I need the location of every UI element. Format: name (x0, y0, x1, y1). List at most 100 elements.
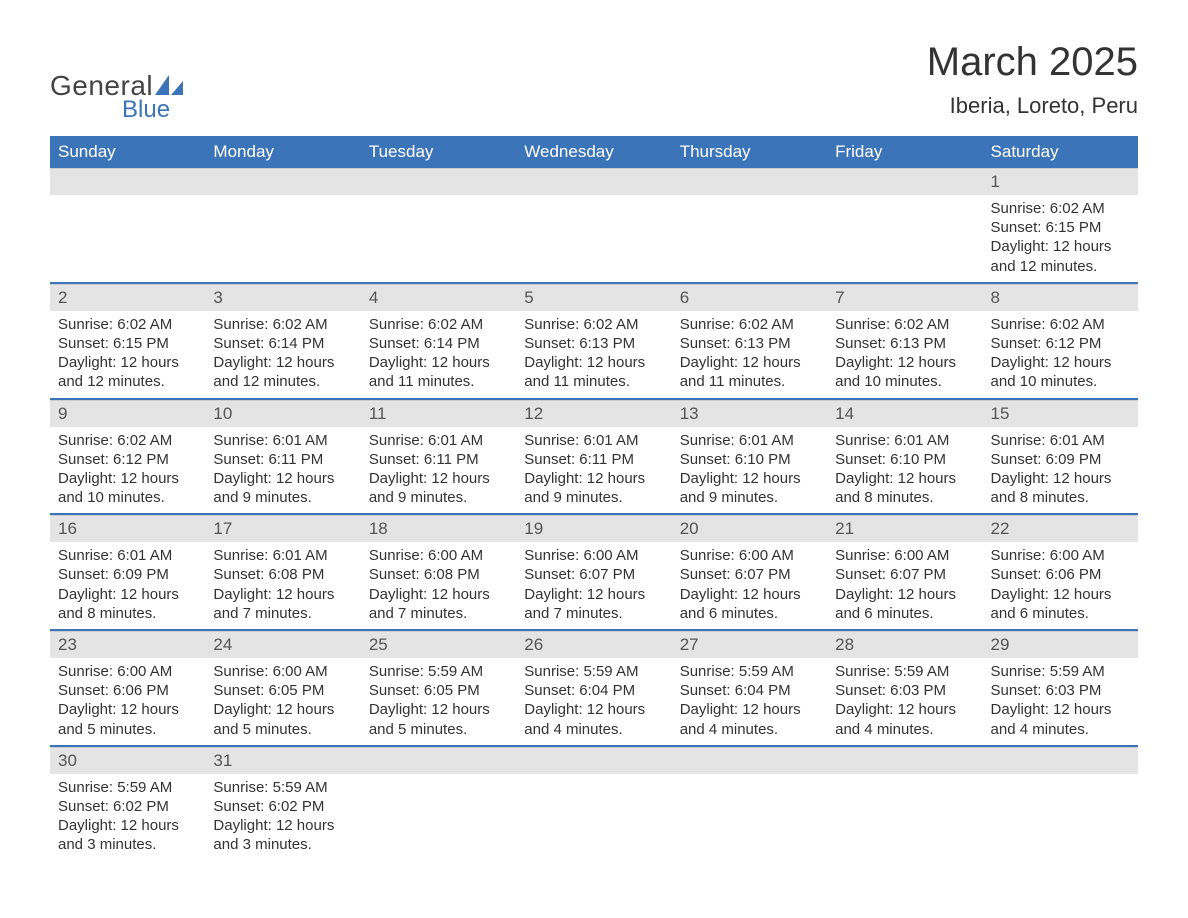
week-daynum-row: 23242526272829 (50, 629, 1138, 658)
day-number: 12 (516, 400, 671, 427)
month-title: March 2025 (927, 40, 1138, 85)
daylight-text: Daylight: 12 hours and 6 minutes. (991, 585, 1130, 623)
sunset-text: Sunset: 6:03 PM (991, 681, 1130, 700)
sunrise-text: Sunrise: 6:00 AM (58, 662, 197, 681)
day-number (361, 168, 516, 195)
day-cell (50, 195, 205, 282)
week-daybody-row: Sunrise: 6:00 AMSunset: 6:06 PMDaylight:… (50, 658, 1138, 745)
location-subtitle: Iberia, Loreto, Peru (927, 93, 1138, 119)
day-cell: Sunrise: 6:01 AMSunset: 6:10 PMDaylight:… (827, 427, 982, 514)
day-number: 13 (672, 400, 827, 427)
day-number: 14 (827, 400, 982, 427)
day-cell: Sunrise: 6:02 AMSunset: 6:13 PMDaylight:… (672, 311, 827, 398)
sunset-text: Sunset: 6:07 PM (680, 565, 819, 584)
daylight-text: Daylight: 12 hours and 4 minutes. (991, 700, 1130, 738)
weekday-header-friday: Friday (827, 136, 982, 168)
sunset-text: Sunset: 6:04 PM (680, 681, 819, 700)
weekday-header-saturday: Saturday (983, 136, 1138, 168)
calendar-body: 1 Sunrise: 6:02 AMSunset: 6:15 PMDayligh… (50, 168, 1138, 861)
day-number: 10 (205, 400, 360, 427)
day-cell: Sunrise: 6:02 AMSunset: 6:14 PMDaylight:… (205, 311, 360, 398)
logo-text-blue: Blue (122, 96, 183, 124)
sunrise-text: Sunrise: 6:01 AM (835, 431, 974, 450)
daylight-text: Daylight: 12 hours and 9 minutes. (524, 469, 663, 507)
week-daynum-row: 16171819202122 (50, 513, 1138, 542)
day-cell: Sunrise: 5:59 AMSunset: 6:03 PMDaylight:… (827, 658, 982, 745)
daylight-text: Daylight: 12 hours and 3 minutes. (213, 816, 352, 854)
sunrise-text: Sunrise: 6:01 AM (213, 431, 352, 450)
weekday-header-tuesday: Tuesday (361, 136, 516, 168)
sunset-text: Sunset: 6:09 PM (58, 565, 197, 584)
page-header: General Blue March 2025 Iberia, Loreto, … (50, 40, 1138, 124)
day-cell: Sunrise: 6:00 AMSunset: 6:06 PMDaylight:… (983, 542, 1138, 629)
day-number (205, 168, 360, 195)
day-cell: Sunrise: 6:02 AMSunset: 6:12 PMDaylight:… (50, 427, 205, 514)
daylight-text: Daylight: 12 hours and 6 minutes. (835, 585, 974, 623)
sunrise-text: Sunrise: 6:00 AM (991, 546, 1130, 565)
sunrise-text: Sunrise: 6:02 AM (524, 315, 663, 334)
sunrise-text: Sunrise: 6:00 AM (369, 546, 508, 565)
daylight-text: Daylight: 12 hours and 3 minutes. (58, 816, 197, 854)
day-cell: Sunrise: 5:59 AMSunset: 6:03 PMDaylight:… (983, 658, 1138, 745)
day-number: 17 (205, 515, 360, 542)
sunrise-text: Sunrise: 6:01 AM (680, 431, 819, 450)
day-number: 11 (361, 400, 516, 427)
week-daynum-row: 9101112131415 (50, 398, 1138, 427)
sunrise-text: Sunrise: 6:02 AM (991, 199, 1130, 218)
day-number (516, 747, 671, 774)
sunrise-text: Sunrise: 6:02 AM (835, 315, 974, 334)
sunrise-text: Sunrise: 6:00 AM (213, 662, 352, 681)
weekday-header-monday: Monday (205, 136, 360, 168)
daylight-text: Daylight: 12 hours and 4 minutes. (524, 700, 663, 738)
day-cell: Sunrise: 6:02 AMSunset: 6:13 PMDaylight:… (516, 311, 671, 398)
day-number: 26 (516, 631, 671, 658)
day-cell (672, 774, 827, 861)
sunset-text: Sunset: 6:03 PM (835, 681, 974, 700)
daylight-text: Daylight: 12 hours and 4 minutes. (680, 700, 819, 738)
day-cell: Sunrise: 5:59 AMSunset: 6:05 PMDaylight:… (361, 658, 516, 745)
day-cell (672, 195, 827, 282)
sunset-text: Sunset: 6:12 PM (991, 334, 1130, 353)
day-cell: Sunrise: 6:02 AMSunset: 6:13 PMDaylight:… (827, 311, 982, 398)
day-cell: Sunrise: 5:59 AMSunset: 6:04 PMDaylight:… (672, 658, 827, 745)
sunset-text: Sunset: 6:11 PM (213, 450, 352, 469)
sunrise-text: Sunrise: 6:00 AM (835, 546, 974, 565)
daylight-text: Daylight: 12 hours and 10 minutes. (58, 469, 197, 507)
weekday-header-sunday: Sunday (50, 136, 205, 168)
day-number (672, 168, 827, 195)
weekday-header-thursday: Thursday (672, 136, 827, 168)
daylight-text: Daylight: 12 hours and 11 minutes. (369, 353, 508, 391)
week-daybody-row: Sunrise: 6:02 AMSunset: 6:15 PMDaylight:… (50, 311, 1138, 398)
sunrise-text: Sunrise: 6:02 AM (369, 315, 508, 334)
sunset-text: Sunset: 6:04 PM (524, 681, 663, 700)
daylight-text: Daylight: 12 hours and 11 minutes. (524, 353, 663, 391)
day-number: 21 (827, 515, 982, 542)
day-cell (361, 774, 516, 861)
sunrise-text: Sunrise: 6:00 AM (680, 546, 819, 565)
daylight-text: Daylight: 12 hours and 7 minutes. (213, 585, 352, 623)
daylight-text: Daylight: 12 hours and 12 minutes. (991, 237, 1130, 275)
daylight-text: Daylight: 12 hours and 12 minutes. (213, 353, 352, 391)
sunrise-text: Sunrise: 5:59 AM (213, 778, 352, 797)
logo: General Blue (50, 70, 183, 124)
day-cell (516, 195, 671, 282)
sunset-text: Sunset: 6:14 PM (213, 334, 352, 353)
sunrise-text: Sunrise: 5:59 AM (991, 662, 1130, 681)
sunset-text: Sunset: 6:15 PM (991, 218, 1130, 237)
day-cell: Sunrise: 6:01 AMSunset: 6:09 PMDaylight:… (50, 542, 205, 629)
sunset-text: Sunset: 6:14 PM (369, 334, 508, 353)
daylight-text: Daylight: 12 hours and 8 minutes. (58, 585, 197, 623)
daylight-text: Daylight: 12 hours and 7 minutes. (524, 585, 663, 623)
day-cell (205, 195, 360, 282)
day-number: 9 (50, 400, 205, 427)
sunset-text: Sunset: 6:07 PM (524, 565, 663, 584)
sunrise-text: Sunrise: 6:02 AM (58, 431, 197, 450)
sunset-text: Sunset: 6:11 PM (524, 450, 663, 469)
sunrise-text: Sunrise: 6:01 AM (369, 431, 508, 450)
day-cell (983, 774, 1138, 861)
sunrise-text: Sunrise: 6:02 AM (991, 315, 1130, 334)
sunrise-text: Sunrise: 6:02 AM (680, 315, 819, 334)
day-cell: Sunrise: 6:01 AMSunset: 6:10 PMDaylight:… (672, 427, 827, 514)
calendar: SundayMondayTuesdayWednesdayThursdayFrid… (50, 136, 1138, 861)
sunset-text: Sunset: 6:02 PM (58, 797, 197, 816)
